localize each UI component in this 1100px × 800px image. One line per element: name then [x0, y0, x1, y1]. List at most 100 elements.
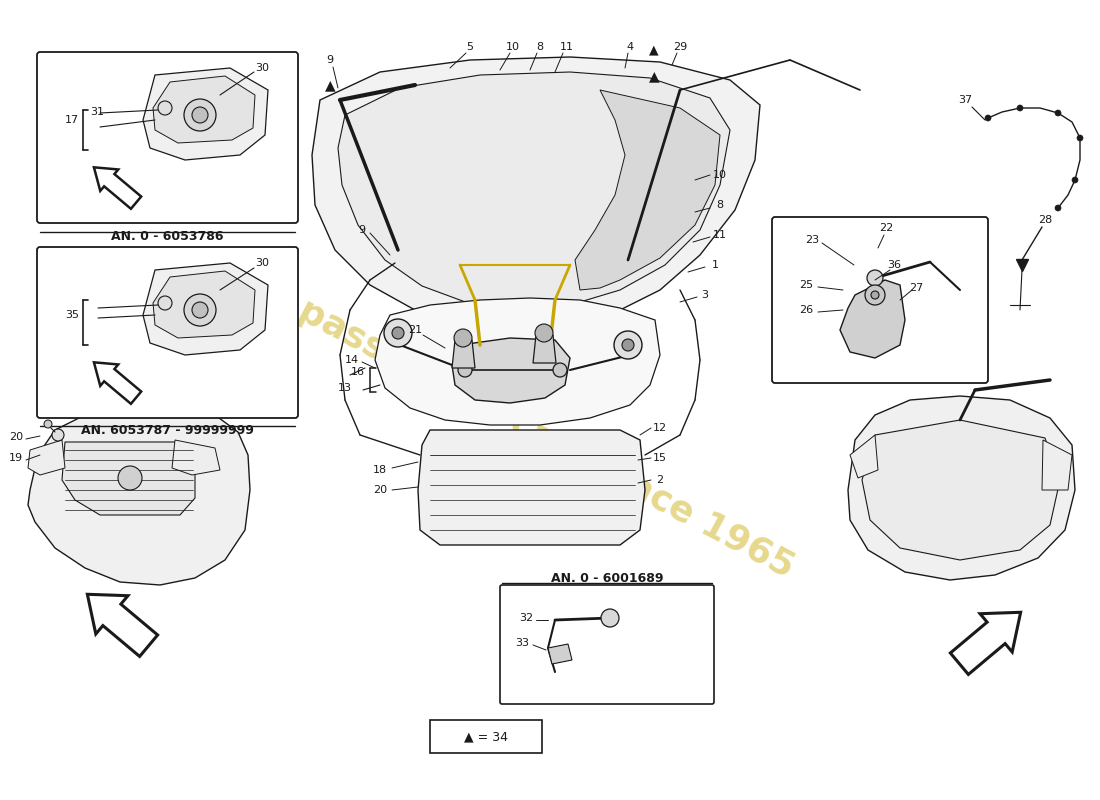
- Text: 8: 8: [716, 200, 724, 210]
- FancyBboxPatch shape: [772, 217, 988, 383]
- Circle shape: [52, 429, 64, 441]
- Text: 30: 30: [255, 258, 270, 268]
- Polygon shape: [375, 298, 660, 425]
- Text: 30: 30: [255, 63, 270, 73]
- Text: 27: 27: [909, 283, 923, 293]
- Text: 2: 2: [657, 475, 663, 485]
- Text: 35: 35: [65, 310, 79, 320]
- Polygon shape: [452, 338, 570, 403]
- Polygon shape: [575, 90, 721, 290]
- Circle shape: [458, 363, 472, 377]
- Text: 8: 8: [537, 42, 543, 52]
- FancyBboxPatch shape: [37, 52, 298, 223]
- Text: 11: 11: [560, 42, 574, 52]
- Polygon shape: [452, 340, 475, 368]
- Polygon shape: [153, 271, 255, 338]
- Circle shape: [384, 319, 412, 347]
- Text: 10: 10: [506, 42, 520, 52]
- Polygon shape: [28, 408, 250, 585]
- Circle shape: [984, 115, 991, 121]
- Polygon shape: [143, 68, 268, 160]
- Polygon shape: [94, 167, 141, 209]
- Circle shape: [44, 420, 52, 428]
- Circle shape: [392, 327, 404, 339]
- Text: 37: 37: [958, 95, 972, 105]
- Text: 15: 15: [653, 453, 667, 463]
- Circle shape: [184, 99, 216, 131]
- Circle shape: [614, 331, 642, 359]
- Polygon shape: [840, 280, 905, 358]
- Text: 23: 23: [805, 235, 820, 245]
- Circle shape: [1072, 177, 1078, 183]
- Text: 25: 25: [799, 280, 813, 290]
- Text: 12: 12: [653, 423, 667, 433]
- Text: 13: 13: [338, 383, 352, 393]
- Circle shape: [158, 101, 172, 115]
- Circle shape: [1055, 205, 1061, 211]
- FancyBboxPatch shape: [500, 585, 714, 704]
- Circle shape: [535, 324, 553, 342]
- Circle shape: [865, 285, 886, 305]
- Text: 1: 1: [712, 260, 718, 270]
- Polygon shape: [534, 335, 556, 363]
- Polygon shape: [1042, 440, 1072, 490]
- Text: 22: 22: [879, 223, 893, 233]
- Polygon shape: [848, 396, 1075, 580]
- Text: AN. 0 - 6053786: AN. 0 - 6053786: [111, 230, 223, 242]
- Polygon shape: [862, 420, 1060, 560]
- Text: 10: 10: [713, 170, 727, 180]
- Circle shape: [118, 466, 142, 490]
- Text: 4: 4: [626, 42, 634, 52]
- Polygon shape: [143, 263, 268, 355]
- FancyBboxPatch shape: [430, 720, 542, 753]
- Text: 11: 11: [713, 230, 727, 240]
- Text: 14: 14: [345, 355, 359, 365]
- Polygon shape: [338, 72, 730, 308]
- Text: ▲ = 34: ▲ = 34: [464, 730, 508, 743]
- Text: 36: 36: [887, 260, 901, 270]
- Text: 29: 29: [673, 42, 688, 52]
- Polygon shape: [28, 440, 65, 475]
- Circle shape: [454, 329, 472, 347]
- Circle shape: [867, 270, 883, 286]
- Text: 20: 20: [9, 432, 23, 442]
- Polygon shape: [172, 440, 220, 475]
- FancyBboxPatch shape: [37, 247, 298, 418]
- Circle shape: [601, 609, 619, 627]
- Circle shape: [158, 296, 172, 310]
- Polygon shape: [950, 612, 1021, 674]
- Polygon shape: [548, 644, 572, 664]
- Text: 21: 21: [408, 325, 422, 335]
- Text: 26: 26: [799, 305, 813, 315]
- Circle shape: [184, 294, 216, 326]
- Circle shape: [1055, 110, 1061, 116]
- Circle shape: [553, 363, 566, 377]
- Polygon shape: [418, 430, 645, 545]
- Circle shape: [871, 291, 879, 299]
- Text: AN. 0 - 6001689: AN. 0 - 6001689: [551, 571, 663, 585]
- Text: ▲: ▲: [649, 69, 659, 83]
- Text: 31: 31: [90, 107, 104, 117]
- Text: ▲: ▲: [649, 43, 659, 57]
- Circle shape: [1077, 135, 1084, 141]
- Text: a passion for cars since 1965: a passion for cars since 1965: [260, 276, 800, 584]
- Text: 20: 20: [373, 485, 387, 495]
- Polygon shape: [312, 57, 760, 330]
- Text: 16: 16: [351, 367, 365, 377]
- Text: 9: 9: [359, 225, 365, 235]
- Text: 9: 9: [327, 55, 333, 65]
- Text: ▲: ▲: [324, 78, 336, 92]
- Text: 19: 19: [9, 453, 23, 463]
- Circle shape: [1018, 105, 1023, 111]
- Text: 5: 5: [466, 42, 473, 52]
- Text: AN. 6053787 - 99999999: AN. 6053787 - 99999999: [80, 423, 253, 437]
- Text: 28: 28: [1038, 215, 1052, 225]
- Polygon shape: [850, 435, 878, 478]
- Circle shape: [621, 339, 634, 351]
- Text: 18: 18: [373, 465, 387, 475]
- Text: 33: 33: [515, 638, 529, 648]
- Polygon shape: [87, 594, 157, 657]
- Circle shape: [192, 302, 208, 318]
- Text: 17: 17: [65, 115, 79, 125]
- Polygon shape: [62, 442, 195, 515]
